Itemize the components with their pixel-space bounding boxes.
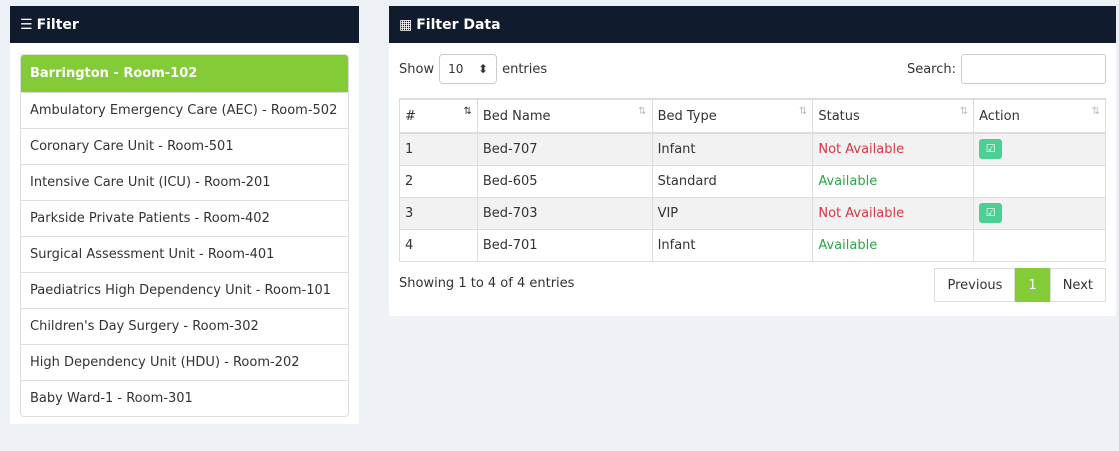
table-row: 1 Bed-707 Infant Not Available ☑ [399, 132, 1106, 166]
check-square-icon[interactable]: ☑ [979, 203, 1003, 223]
entries-length: Show 10 ⬍ entries [399, 54, 547, 84]
action-cell: ☑ [973, 132, 1106, 166]
status: Available [812, 164, 975, 198]
table-row: 2 Bed-605 Standard Available [399, 164, 1106, 198]
column-header[interactable]: # ⇅ [399, 98, 478, 134]
next-button[interactable]: Next [1049, 268, 1106, 302]
beds-table: # ⇅ Bed Name ⇅ Bed Type ⇅ Status ⇅ Action ⇅ 1 Bed-… [399, 98, 1106, 262]
page-1-button[interactable]: 1 [1015, 268, 1050, 302]
bed-name: Bed-605 [476, 164, 653, 198]
status: Not Available [812, 196, 975, 230]
table-info: Showing 1 to 4 of 4 entries [399, 276, 575, 291]
action-cell: ☑ [973, 196, 1106, 230]
pagination: Previous 1 Next [934, 268, 1106, 302]
search: Search: [907, 54, 1106, 84]
row-number: 1 [399, 132, 478, 166]
column-header[interactable]: Action ⇅ [973, 98, 1106, 134]
action-cell [973, 164, 1106, 198]
room-list: Barrington - Room-102 Ambulatory Emergenc… [20, 54, 349, 417]
sort-icon: ⇅ [1091, 106, 1100, 117]
filter-panel: ☰ Filter Barrington - Room-102 Ambulatory … [10, 6, 359, 424]
column-header[interactable]: Status ⇅ [812, 98, 975, 134]
bed-type: Infant [651, 228, 814, 262]
sort-icon: ⇅ [638, 106, 647, 117]
column-header[interactable]: Bed Name ⇅ [476, 98, 653, 134]
check-square-icon[interactable]: ☑ [979, 139, 1003, 160]
bed-name: Bed-703 [476, 196, 653, 230]
bed-type: Infant [651, 132, 814, 166]
filter-data-panel: ▦ Filter Data Show 10 ⬍ entries Search: # ⇅… [389, 6, 1116, 316]
room-item[interactable]: Coronary Care Unit - Room-501 [21, 128, 348, 164]
room-item[interactable]: High Dependency Unit (HDU) - Room-202 [21, 344, 348, 380]
room-item[interactable]: Ambulatory Emergency Care (AEC) - Room-5… [21, 92, 348, 128]
status: Available [812, 228, 975, 262]
filter-header: ☰ Filter [10, 6, 359, 43]
row-number: 4 [399, 228, 478, 262]
table-icon: ▦ [399, 16, 413, 33]
sort-icon: ⇅ [463, 106, 472, 117]
action-cell [973, 228, 1106, 262]
table-row: 3 Bed-703 VIP Not Available ☑ [399, 196, 1106, 230]
room-item[interactable]: Baby Ward-1 - Room-301 [21, 380, 348, 416]
table-row: 4 Bed-701 Infant Available [399, 228, 1106, 262]
search-input[interactable] [961, 54, 1106, 84]
column-header[interactable]: Bed Type ⇅ [651, 98, 814, 134]
bed-type: VIP [651, 196, 814, 230]
chevron-updown-icon: ⬍ [478, 62, 489, 76]
sort-icon: ⇅ [959, 106, 969, 117]
sliders-icon: ☰ [20, 16, 33, 33]
sort-icon: ⇅ [798, 106, 808, 117]
room-item[interactable]: Intensive Care Unit (ICU) - Room-201 [21, 164, 348, 200]
room-item[interactable]: Surgical Assessment Unit - Room-401 [21, 236, 348, 272]
filter-data-header: ▦ Filter Data [389, 6, 1116, 43]
bed-type: Standard [651, 164, 814, 198]
row-number: 3 [399, 196, 478, 230]
room-item[interactable]: Parkside Private Patients - Room-402 [21, 200, 348, 236]
previous-button[interactable]: Previous [934, 268, 1016, 302]
room-item[interactable]: Children's Day Surgery - Room-302 [21, 308, 348, 344]
row-number: 2 [399, 164, 478, 198]
bed-name: Bed-701 [476, 228, 653, 262]
room-item[interactable]: Paediatrics High Dependency Unit - Room-… [21, 272, 348, 308]
bed-name: Bed-707 [476, 132, 653, 166]
entries-select[interactable]: 10 ⬍ [439, 54, 498, 84]
room-item[interactable]: Barrington - Room-102 [21, 55, 348, 92]
status: Not Available [812, 132, 975, 166]
